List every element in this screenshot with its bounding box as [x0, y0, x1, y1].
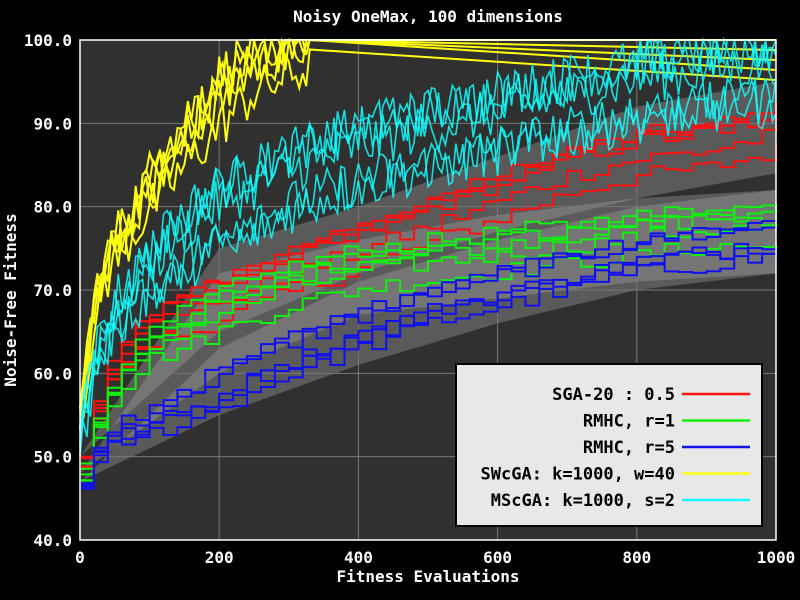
series-1-run-4 — [80, 210, 777, 465]
y-tick-label: 50.0 — [33, 448, 72, 467]
legend-label-1: RMHC, r=1 — [583, 412, 675, 432]
x-tick-label: 0 — [75, 548, 85, 567]
legend-label-2: RMHC, r=5 — [583, 438, 675, 458]
series-lines — [79, 36, 777, 490]
x-tick-label: 800 — [622, 548, 651, 567]
legend: SGA-20 : 0.5 RMHC, r=1 RMHC, r=5 SWcGA: k=1… — [455, 363, 763, 527]
series-2-run-4 — [80, 246, 777, 489]
series-0-run-4 — [80, 110, 777, 458]
series-2-run-2 — [80, 252, 777, 485]
series-4-run-1 — [79, 44, 777, 458]
y-tick-label: 70.0 — [33, 281, 72, 300]
series-1-run-2 — [80, 242, 777, 482]
x-tick-label: 200 — [205, 548, 234, 567]
series-1-run-3 — [80, 224, 777, 482]
legend-label-0: SGA-20 : 0.5 — [552, 385, 675, 405]
legend-label-3: SWcGA: k=1000, w=40 — [481, 465, 675, 485]
series-1-run-1 — [80, 204, 777, 470]
y-tick-label: 100.0 — [24, 31, 72, 50]
x-tick-label: 1000 — [757, 548, 796, 567]
series-4-run-3 — [79, 76, 777, 438]
chart-title: Noisy OneMax, 100 dimensions — [293, 7, 563, 26]
y-tick-label: 60.0 — [33, 364, 72, 383]
y-tick-label: 40.0 — [33, 531, 72, 550]
series-3-run-4 — [79, 48, 777, 428]
x-axis-title: Fitness Evaluations — [336, 567, 519, 586]
x-tick-label: 400 — [344, 548, 373, 567]
series-3-run-3 — [79, 37, 777, 412]
y-axis-title: Noise-Free Fitness — [1, 213, 20, 386]
plot-frame — [79, 39, 777, 541]
axis-ticks: 0 200 400 600 800 1000 40.0 50.0 60.0 70.0 80.0 90.… — [24, 31, 795, 567]
y-tick-label: 90.0 — [33, 114, 72, 133]
series-4-run-4 — [79, 78, 777, 448]
band-2 — [80, 190, 776, 482]
series-4-run-2 — [79, 36, 777, 445]
y-tick-label: 80.0 — [33, 198, 72, 217]
series-2-run-3 — [80, 220, 777, 485]
x-tick-label: 600 — [483, 548, 512, 567]
legend-label-4: MScGA: k=1000, s=2 — [491, 491, 675, 511]
band-1 — [80, 190, 776, 474]
series-0-run-3 — [80, 126, 777, 468]
series-0-run-1 — [80, 102, 777, 460]
